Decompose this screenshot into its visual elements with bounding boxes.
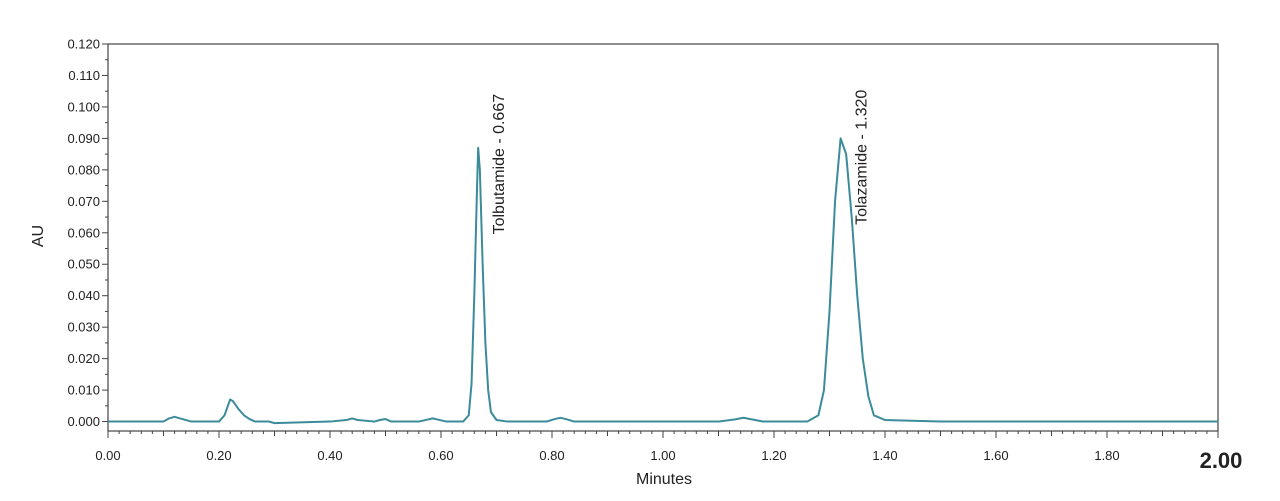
x-tick-label: 1.20 [761, 448, 786, 463]
y-axis-label: AU [30, 225, 47, 247]
chromatogram-trace [108, 137, 1218, 425]
y-axis-ticks: 0.000 0.010 0.020 0.030 0.040 0.050 0.060 0.070… [67, 37, 108, 429]
x-tick-label: 0.80 [539, 448, 564, 463]
y-tick-label: 0.080 [67, 162, 100, 177]
x-tick-label: 0.60 [428, 448, 453, 463]
y-tick-label: 0.110 [68, 68, 100, 83]
x-tick-label: 1.40 [872, 448, 897, 463]
x-tick-label: 1.60 [983, 448, 1008, 463]
y-tick-label: 0.010 [67, 383, 100, 398]
y-tick-label: 0.020 [67, 351, 100, 366]
peak-label: Tolazamide - 1.320 [854, 90, 871, 225]
plot-area [107, 43, 1219, 432]
x-axis-end-value: 2.00 [1200, 448, 1243, 473]
x-tick-label: 1.00 [650, 448, 675, 463]
x-axis-ticks: 0.00 0.20 0.40 0.60 0.80 1.00 1.20 1.40 1.60 1.80 [95, 431, 1219, 463]
peak-annotations: Tolbutamide - 0.667 Tolazamide - 1.320 [491, 90, 870, 235]
x-tick-label: 1.80 [1094, 448, 1119, 463]
x-tick-label: 0.40 [317, 448, 342, 463]
y-tick-label: 0.070 [67, 194, 100, 209]
x-tick-label: 0.00 [95, 448, 120, 463]
plot-frame [107, 43, 1219, 432]
y-tick-label: 0.040 [67, 288, 100, 303]
y-tick-label: 0.000 [67, 414, 100, 429]
y-tick-label: 0.090 [67, 131, 100, 146]
peak-label: Tolbutamide - 0.667 [491, 94, 508, 235]
x-axis-label: Minutes [636, 471, 692, 488]
y-tick-label: 0.030 [67, 320, 100, 335]
x-tick-label: 0.20 [206, 448, 231, 463]
y-tick-label: 0.060 [67, 225, 100, 240]
y-tick-label: 0.100 [67, 99, 100, 114]
y-tick-label: 0.050 [67, 257, 100, 272]
y-tick-label: 0.120 [67, 37, 100, 52]
